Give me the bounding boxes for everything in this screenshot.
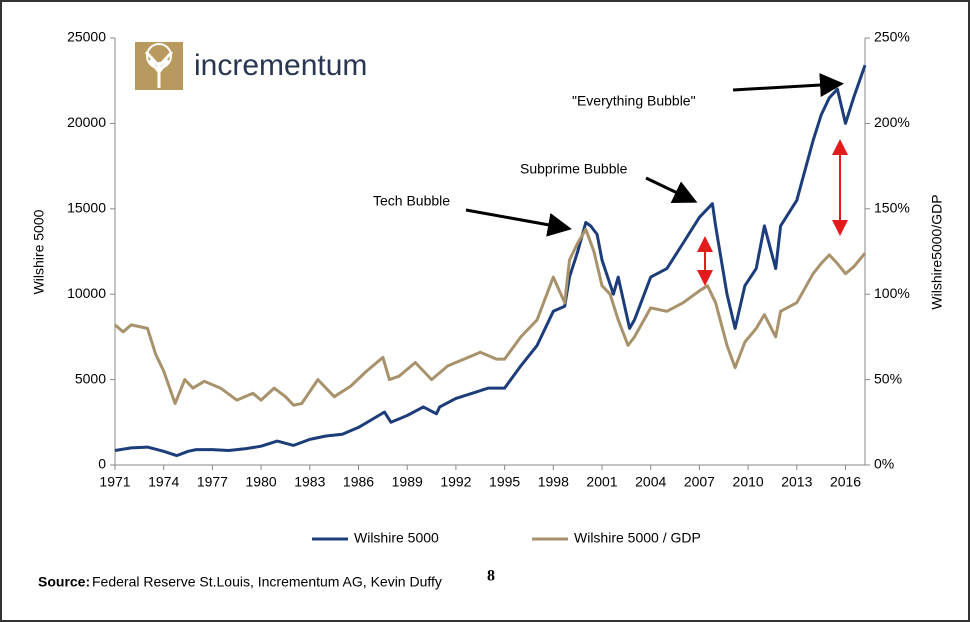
x-tick-label: 1977	[197, 474, 228, 490]
y-tick-label: 25000	[67, 29, 106, 45]
legend-label: Wilshire 5000 / GDP	[574, 530, 701, 546]
x-tick-label: 2004	[635, 474, 666, 490]
x-tick-label: 1995	[489, 474, 520, 490]
source: Federal Reserve St.Louis, Incrementum AG…	[92, 574, 442, 590]
x-tick-label: 1980	[246, 474, 277, 490]
y2-tick-label: 0%	[874, 456, 894, 472]
y2-tick-label: 150%	[874, 200, 910, 216]
y-tick-label: 0	[98, 456, 106, 472]
footnote: 8	[487, 568, 495, 585]
legend-label: Wilshire 5000	[354, 530, 439, 546]
x-tick-label: 1986	[343, 474, 374, 490]
x-tick-label: 2010	[733, 474, 764, 490]
annotation: Tech Bubble	[373, 193, 450, 209]
y2-tick-label: 200%	[874, 114, 910, 130]
x-tick-label: 1998	[538, 474, 569, 490]
series-line	[114, 227, 867, 407]
logo-text: incrementum	[194, 49, 367, 82]
x-tick-label: 1989	[392, 474, 423, 490]
y-tick-label: 15000	[67, 200, 106, 216]
y-tick-label: 20000	[67, 114, 106, 130]
annotation: Subprime Bubble	[520, 161, 628, 177]
source-label: Source:	[38, 574, 90, 590]
y-axis-label: Wilshire 5000	[31, 209, 47, 294]
y2-tick-label: 250%	[874, 29, 910, 45]
x-tick-label: 1971	[99, 474, 130, 490]
annotation: "Everything Bubble"	[572, 93, 696, 109]
x-tick-label: 2016	[830, 474, 861, 490]
x-tick-label: 2001	[586, 474, 617, 490]
y2-tick-label: 100%	[874, 285, 910, 301]
x-tick-label: 2013	[781, 474, 812, 490]
callout-arrows	[465, 73, 848, 286]
logo-icon	[135, 42, 183, 90]
x-tick-label: 2007	[684, 474, 715, 490]
y2-axis-label: Wilshire5000/GDP	[929, 194, 945, 309]
x-tick-label: 1992	[440, 474, 471, 490]
x-tick-label: 1974	[148, 474, 179, 490]
y2-tick-label: 50%	[874, 370, 902, 386]
y-tick-label: 5000	[75, 370, 106, 386]
y-tick-label: 10000	[67, 285, 106, 301]
x-tick-label: 1983	[294, 474, 325, 490]
